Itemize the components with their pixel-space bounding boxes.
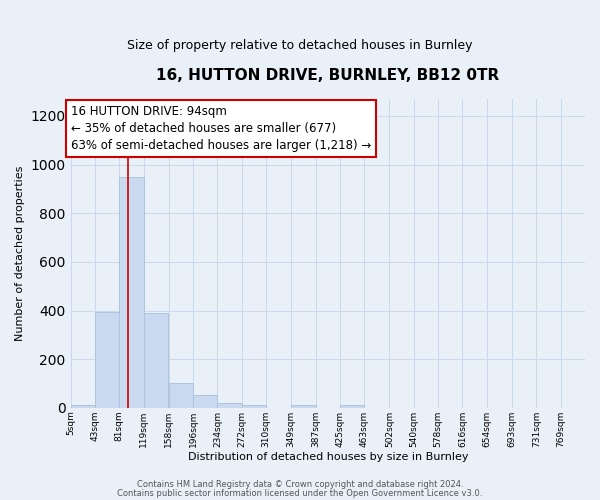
Bar <box>291 406 316 408</box>
Bar <box>217 403 242 408</box>
Text: Contains HM Land Registry data © Crown copyright and database right 2024.: Contains HM Land Registry data © Crown c… <box>137 480 463 489</box>
Bar <box>119 177 143 408</box>
Bar <box>169 382 193 408</box>
X-axis label: Distribution of detached houses by size in Burnley: Distribution of detached houses by size … <box>188 452 468 462</box>
Bar <box>71 406 95 408</box>
Bar <box>242 406 266 408</box>
Title: 16, HUTTON DRIVE, BURNLEY, BB12 0TR: 16, HUTTON DRIVE, BURNLEY, BB12 0TR <box>156 68 499 82</box>
Y-axis label: Number of detached properties: Number of detached properties <box>15 166 25 341</box>
Bar <box>95 312 119 408</box>
Text: Size of property relative to detached houses in Burnley: Size of property relative to detached ho… <box>127 40 473 52</box>
Bar <box>193 395 217 408</box>
Text: Contains public sector information licensed under the Open Government Licence v3: Contains public sector information licen… <box>118 488 482 498</box>
Text: 16 HUTTON DRIVE: 94sqm
← 35% of detached houses are smaller (677)
63% of semi-de: 16 HUTTON DRIVE: 94sqm ← 35% of detached… <box>71 105 371 152</box>
Bar <box>143 313 168 408</box>
Bar <box>340 406 364 408</box>
